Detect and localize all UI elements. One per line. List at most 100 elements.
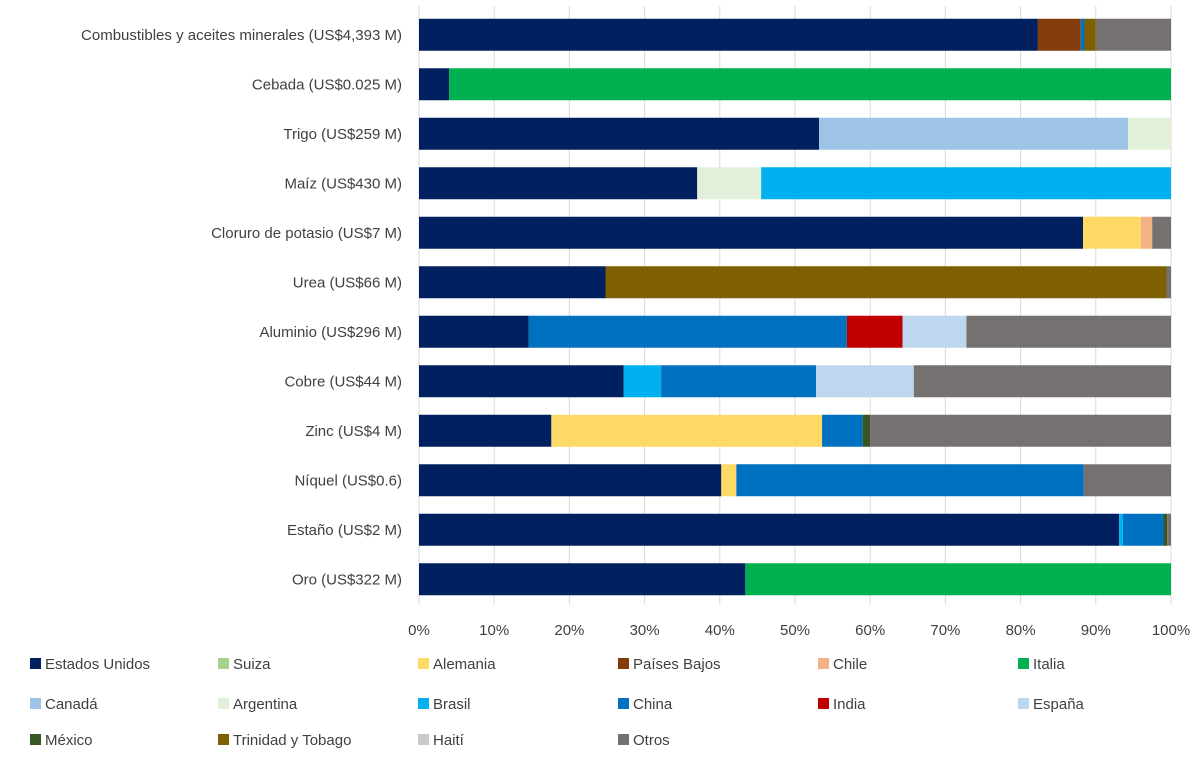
legend-swatch xyxy=(618,658,629,669)
bar-segment xyxy=(1083,464,1171,497)
legend-label: Países Bajos xyxy=(633,656,721,673)
bar-segment xyxy=(419,167,698,200)
bars xyxy=(419,18,1172,596)
legend-label: Trinidad y Tobago xyxy=(233,732,351,749)
x-tick-label: 20% xyxy=(554,622,584,639)
bar-segment xyxy=(1084,18,1096,51)
x-tick-label: 50% xyxy=(780,622,810,639)
category-label: Estaño (US$2 M) xyxy=(287,522,402,539)
x-tick-label: 80% xyxy=(1006,622,1036,639)
legend-label: México xyxy=(45,732,93,749)
legend-swatch xyxy=(30,734,41,745)
bar-segment xyxy=(551,414,823,447)
bar-segment xyxy=(419,365,624,398)
bar-segment xyxy=(661,365,817,398)
bar-segment xyxy=(846,315,903,348)
bar-segment xyxy=(1095,18,1171,51)
bar-segment xyxy=(1166,266,1171,299)
category-label: Aluminio (US$296 M) xyxy=(259,324,402,341)
bar-segment xyxy=(1119,513,1123,546)
legend-label: España xyxy=(1033,696,1085,713)
legend-swatch xyxy=(618,734,629,745)
bar-segment xyxy=(721,464,737,497)
bar-segment xyxy=(736,464,1084,497)
legend-label: Suiza xyxy=(233,656,271,673)
bar-segment xyxy=(862,414,871,447)
legend-swatch xyxy=(1018,658,1029,669)
x-tick-label: 60% xyxy=(855,622,885,639)
bar-segment xyxy=(623,365,662,398)
x-tick-label: 0% xyxy=(408,622,430,639)
legend-swatch xyxy=(218,658,229,669)
category-label: Combustibles y aceites minerales (US$4,3… xyxy=(81,27,402,44)
legend-label: Otros xyxy=(633,732,670,749)
grid-lines xyxy=(418,6,1172,604)
bar-segment xyxy=(697,167,762,200)
bar-segment xyxy=(419,414,552,447)
x-tick-label: 70% xyxy=(930,622,960,639)
x-tick-label: 100% xyxy=(1152,622,1190,639)
x-axis-ticks: 0% 10% 20% 30% 40% 50% 60% 70% 80% 90% 100% xyxy=(408,622,1190,639)
bar-segment xyxy=(819,117,1129,150)
bar-segment xyxy=(449,68,1172,101)
category-label: Cobre (US$44 M) xyxy=(284,373,402,390)
bar-segment xyxy=(870,414,1171,447)
legend-label: Chile xyxy=(833,656,867,673)
legend-swatch xyxy=(30,658,41,669)
category-label: Cebada (US$0.025 M) xyxy=(252,76,402,93)
legend: Estados Unidos Suiza Alemania Países Bajos C… xyxy=(30,656,1085,749)
legend-swatch xyxy=(418,698,429,709)
bar-segment xyxy=(419,18,1038,51)
legend-swatch xyxy=(1018,698,1029,709)
legend-swatch xyxy=(30,698,41,709)
bar-segment xyxy=(1163,513,1168,546)
category-label: Cloruro de potasio (US$7 M) xyxy=(211,225,402,242)
bar-segment xyxy=(761,167,1171,200)
bar-segment xyxy=(419,266,606,299)
category-label: Trigo (US$259 M) xyxy=(283,126,402,143)
legend-label: Italia xyxy=(1033,656,1065,673)
bar-segment xyxy=(816,365,914,398)
category-label: Zinc (US$4 M) xyxy=(305,423,402,440)
legend-label: Alemania xyxy=(433,656,496,673)
category-labels: Combustibles y aceites minerales (US$4,3… xyxy=(81,27,402,589)
bar-segment xyxy=(419,117,820,150)
bar-segment xyxy=(419,513,1120,546)
category-label: Níquel (US$0.6) xyxy=(294,472,402,489)
bar-segment xyxy=(966,315,1171,348)
bar-segment xyxy=(1083,216,1141,249)
bar-segment xyxy=(1080,18,1085,51)
bar-segment xyxy=(528,315,847,348)
legend-label: China xyxy=(633,696,673,713)
legend-swatch xyxy=(418,658,429,669)
legend-swatch xyxy=(218,698,229,709)
bar-segment xyxy=(419,216,1084,249)
bar-segment xyxy=(1122,513,1164,546)
bar-segment xyxy=(1037,18,1081,51)
bar-segment xyxy=(902,315,967,348)
legend-swatch xyxy=(418,734,429,745)
legend-label: Estados Unidos xyxy=(45,656,150,673)
legend-swatch xyxy=(218,734,229,745)
legend-label: Canadá xyxy=(45,696,98,713)
category-label: Oro (US$322 M) xyxy=(292,571,402,588)
legend-swatch xyxy=(618,698,629,709)
bar-segment xyxy=(419,563,746,596)
bar-segment xyxy=(822,414,863,447)
category-label: Urea (US$66 M) xyxy=(293,274,402,291)
bar-segment xyxy=(419,315,529,348)
x-tick-label: 10% xyxy=(479,622,509,639)
x-tick-label: 40% xyxy=(705,622,735,639)
legend-label: Argentina xyxy=(233,696,298,713)
x-tick-label: 30% xyxy=(630,622,660,639)
legend-label: Brasil xyxy=(433,696,471,713)
legend-swatch xyxy=(818,658,829,669)
legend-label: Haití xyxy=(433,732,465,749)
bar-segment xyxy=(1152,216,1171,249)
x-tick-label: 90% xyxy=(1081,622,1111,639)
bar-segment xyxy=(745,563,1171,596)
bar-segment xyxy=(913,365,1171,398)
bar-segment xyxy=(419,464,722,497)
